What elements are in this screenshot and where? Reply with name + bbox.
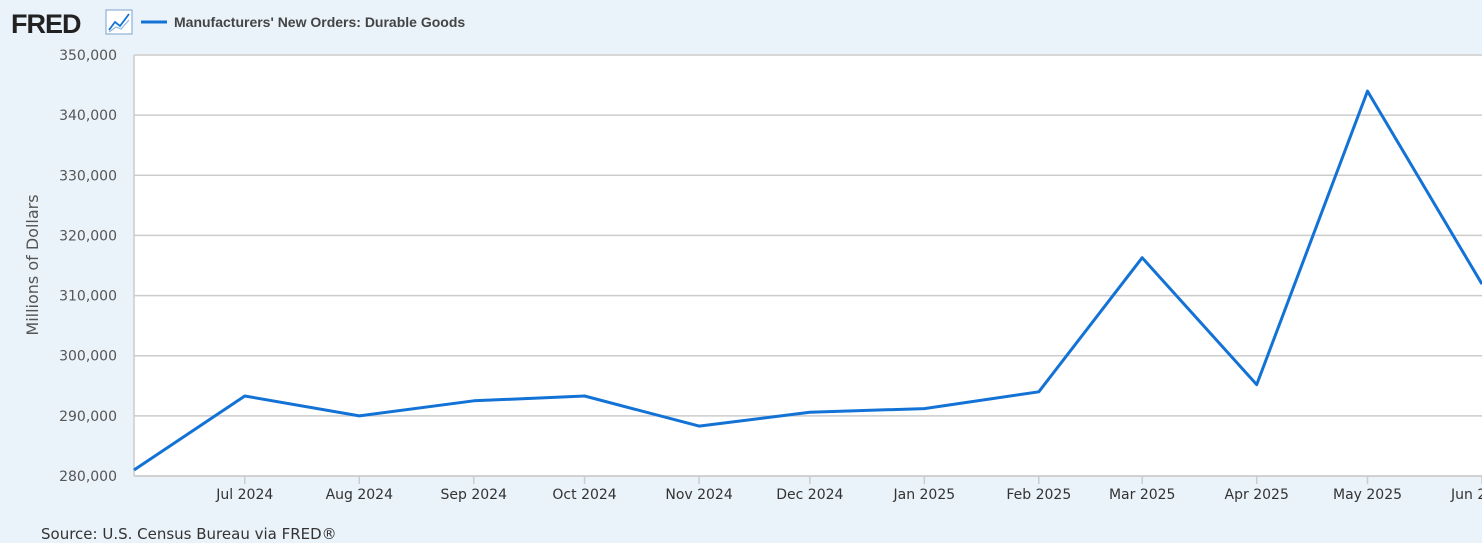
x-tick-label: Nov 2024 — [665, 487, 732, 503]
y-tick-label: 280,000 — [59, 469, 117, 485]
x-tick-label: Dec 2024 — [776, 487, 843, 503]
x-tick-label: Jan 2025 — [892, 487, 955, 503]
x-tick-label: Jul 2024 — [215, 487, 273, 503]
x-tick-label: Oct 2024 — [552, 487, 616, 503]
plot-area — [134, 55, 1482, 476]
y-tick-label: 330,000 — [59, 168, 117, 184]
y-tick-label: 290,000 — [59, 409, 117, 425]
x-tick-label: Aug 2024 — [326, 487, 394, 503]
y-tick-label: 320,000 — [59, 228, 117, 244]
x-tick-label: Apr 2025 — [1225, 487, 1289, 503]
x-axis: Jul 2024 Aug 2024 Sep 2024 Oct 2024 Nov 2024… — [134, 475, 1482, 503]
y-axis: 280,000 290,000 300,000 310,000 320,000 330,0… — [59, 48, 117, 485]
x-tick-label: Mar 2025 — [1109, 487, 1176, 503]
y-tick-label: 300,000 — [59, 349, 117, 365]
source-note: Source: U.S. Census Bureau via FRED® — [41, 525, 337, 543]
series-line-durable-goods[interactable] — [133, 89, 1482, 472]
x-tick-label: Jun 2025 — [1450, 487, 1482, 503]
y-tick-label: 350,000 — [59, 48, 117, 64]
y-axis-label: Millions of Dollars — [23, 194, 42, 335]
y-tick-label: 340,000 — [59, 108, 117, 124]
x-tick-label: May 2025 — [1333, 487, 1402, 503]
y-tick-label: 310,000 — [59, 289, 117, 305]
chart-trend-icon — [105, 9, 133, 35]
x-tick-label: Sep 2024 — [441, 487, 508, 503]
x-tick-label: Feb 2025 — [1006, 487, 1071, 503]
fred-logo[interactable]: FRED — [11, 9, 82, 39]
legend-label: Manufacturers' New Orders: Durable Goods — [174, 14, 465, 30]
legend[interactable]: Manufacturers' New Orders: Durable Goods — [141, 14, 465, 30]
